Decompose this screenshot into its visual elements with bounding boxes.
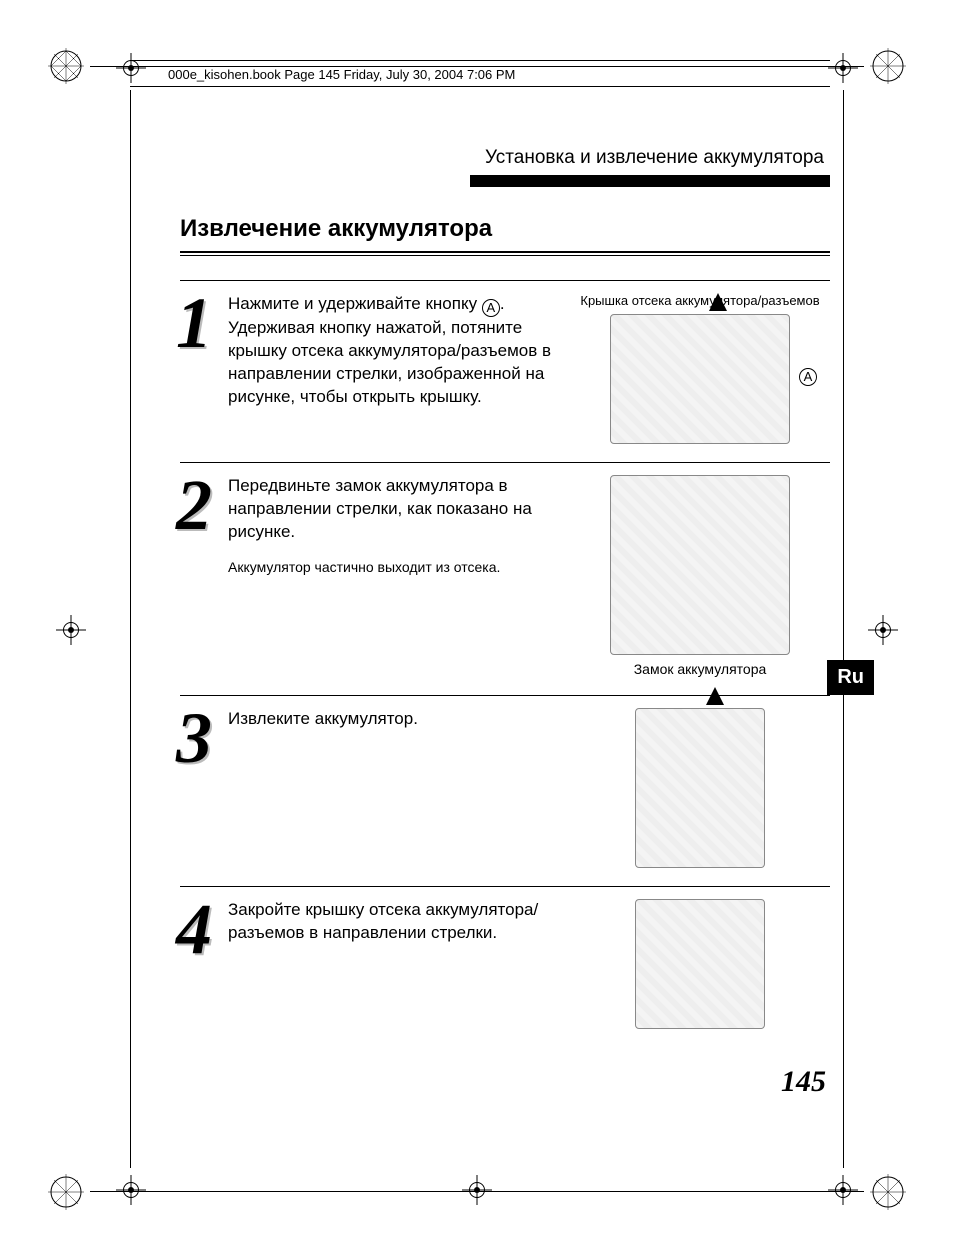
step-number: 2 [176, 469, 212, 541]
step-body: Закройте крышку отсека аккумулятора/разъ… [228, 899, 830, 1029]
step-note: Аккумулятор частично выходит из отсека. [228, 558, 552, 577]
crosshair-icon [868, 615, 898, 645]
figure-illustration [635, 708, 765, 868]
step-body: Нажмите и удерживайте кнопку A. Удержива… [228, 293, 830, 444]
language-tab: Ru [827, 660, 874, 695]
figure-caption: Замок аккумулятора [570, 661, 830, 677]
figure-caption: Крышка отсека аккумулятора/разъемов [570, 293, 830, 308]
step-figure [570, 899, 830, 1029]
step-figure: Замок аккумулятора [570, 475, 830, 677]
step-number: 1 [176, 287, 212, 359]
step-figure [570, 708, 830, 868]
circle-a-icon: A [482, 299, 500, 317]
registration-mark-icon [868, 46, 908, 86]
arrow-up-icon [709, 293, 727, 311]
step-number: 4 [176, 893, 212, 965]
crosshair-icon [462, 1175, 492, 1205]
page-title: Извлечение аккумулятора [180, 215, 830, 243]
section-bar [470, 175, 830, 187]
step-text: Нажмите и удерживайте кнопку A. Удержива… [228, 293, 552, 444]
page-content: 000e_kisohen.book Page 145 Friday, July … [130, 60, 830, 1047]
crop-line [843, 90, 844, 1168]
step-body: Извлеките аккумулятор. [228, 708, 830, 868]
steps-list: 1Нажмите и удерживайте кнопку A. Удержив… [180, 280, 830, 1047]
callout-a-label: A [799, 365, 817, 386]
section-header: Установка и извлечение аккумулятора [130, 147, 830, 169]
crosshair-icon [828, 53, 858, 83]
step-text: Закройте крышку отсека аккумулятора/разъ… [228, 899, 552, 1029]
arrow-up-icon [706, 687, 724, 705]
step-figure: Крышка отсека аккумулятора/разъемов A [570, 293, 830, 444]
step-text: Извлеките аккумулятор. [228, 708, 552, 868]
crosshair-icon [116, 1175, 146, 1205]
registration-mark-icon [46, 46, 86, 86]
figure-illustration [635, 899, 765, 1029]
step: 4Закройте крышку отсека аккумулятора/раз… [180, 886, 830, 1047]
figure-illustration [610, 475, 790, 655]
step-text: Передвиньте замок аккумулятора в направл… [228, 475, 552, 677]
title-underline [180, 251, 830, 256]
registration-mark-icon [46, 1172, 86, 1212]
crosshair-icon [828, 1175, 858, 1205]
step-number: 3 [176, 702, 212, 774]
step-body: Передвиньте замок аккумулятора в направл… [228, 475, 830, 677]
figure-illustration: A [610, 314, 790, 444]
step: 1Нажмите и удерживайте кнопку A. Удержив… [180, 280, 830, 462]
registration-mark-icon [868, 1172, 908, 1212]
print-header: 000e_kisohen.book Page 145 Friday, July … [130, 60, 830, 87]
step: 3Извлеките аккумулятор. [180, 695, 830, 886]
crosshair-icon [56, 615, 86, 645]
page-number: 145 [781, 1065, 826, 1099]
step: 2Передвиньте замок аккумулятора в направ… [180, 462, 830, 695]
